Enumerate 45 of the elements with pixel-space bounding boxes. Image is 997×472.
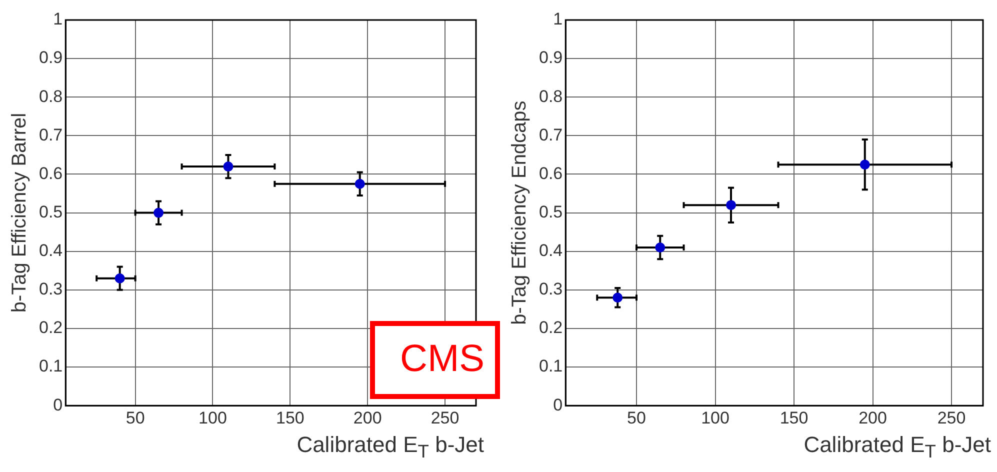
point (154, 208, 164, 218)
y-tick-label: 0.5 (538, 202, 563, 222)
y-tick-label: 0.4 (38, 241, 63, 260)
y-tick-label: 0.1 (538, 356, 563, 376)
x-axis-title: Calibrated E$_{T}$ b-Jet (804, 432, 991, 462)
annotation: CMS (400, 338, 484, 381)
x-tick-label: 150 (276, 408, 304, 428)
y-tick-label: 0 (53, 395, 63, 414)
y-tick-label: 0.3 (38, 280, 63, 299)
x-tick-label: 50 (627, 408, 646, 428)
y-tick-label: 0.3 (538, 280, 563, 299)
y-tick-label: 0.6 (538, 164, 563, 183)
y-tick-label: 0.9 (538, 48, 563, 68)
y-tick-label: 1 (553, 10, 563, 29)
point (655, 242, 666, 253)
y-tick-label: 0.4 (538, 241, 563, 260)
y-tick-label: 0.9 (38, 48, 63, 68)
point (612, 292, 623, 303)
point (223, 162, 234, 172)
point (114, 273, 125, 284)
y-tick-label: 0.7 (538, 125, 563, 144)
x-tick-label: 50 (126, 408, 145, 428)
x-tick-label: 250 (937, 408, 966, 428)
y-tick-label: 0.7 (38, 125, 63, 144)
y-tick-label: 0.2 (38, 318, 63, 338)
y-tick-label: 0.2 (538, 318, 563, 338)
y-tick-label: 0.8 (38, 86, 63, 106)
y-tick-label: 0.8 (538, 86, 563, 106)
y-tick-label: 0.6 (38, 164, 63, 183)
y-axis-title: b-Tag Efficiency Endcaps (508, 100, 531, 325)
x-tick-label: 100 (701, 408, 730, 428)
y-tick-label: 1 (53, 10, 63, 29)
x-tick-label: 200 (353, 408, 382, 428)
x-tick-label: 200 (858, 408, 887, 428)
point (354, 178, 365, 189)
point (726, 200, 736, 210)
x-tick-label: 100 (198, 408, 227, 428)
point (860, 160, 870, 170)
y-tick-label: 0.5 (38, 202, 63, 222)
y-axis-title: b-Tag Efficiency Barrel (8, 112, 31, 313)
x-tick-label: 250 (430, 408, 460, 428)
x-axis-title: Calibrated E$_{T}$ b-Jet (296, 432, 484, 462)
y-tick-label: 0.1 (38, 356, 63, 376)
x-tick-label: 150 (780, 408, 808, 428)
y-tick-label: 0 (553, 395, 563, 414)
